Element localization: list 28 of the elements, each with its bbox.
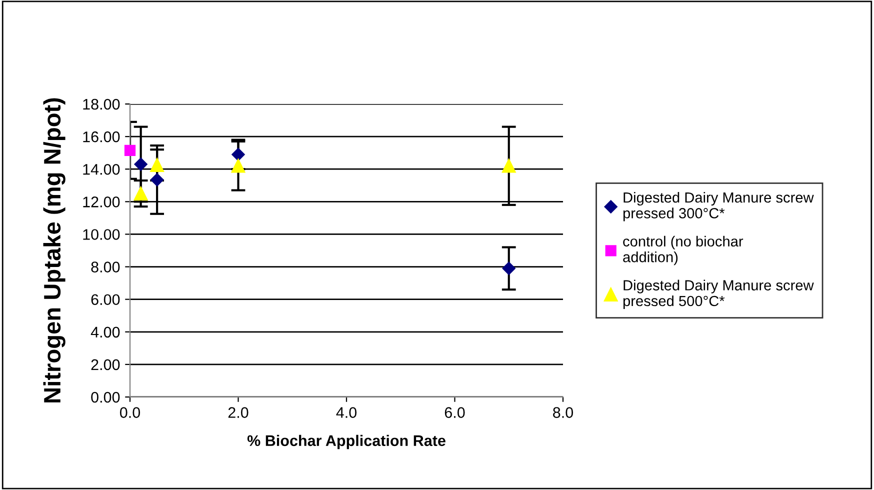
y-tick-label: 14.00 [83, 164, 120, 175]
point [124, 144, 136, 156]
legend-label: Digested Dairy Manure screw pressed 500°C* [623, 280, 814, 310]
y-tick-label: 18.00 [83, 98, 120, 110]
point [232, 148, 245, 162]
y-tick-label: 2.00 [91, 359, 120, 370]
x-tick-label: 4.0 [336, 407, 357, 418]
legend-label: control (no biochar addition) [623, 236, 744, 266]
x-tick-label: 6.0 [444, 407, 465, 418]
point [502, 262, 516, 275]
point [502, 158, 516, 173]
point [134, 186, 148, 200]
legend-label: Digested Dairy Manure screw pressed 300°C* [623, 192, 814, 222]
y-tick-label: 6.00 [91, 294, 120, 306]
point [134, 158, 148, 171]
y-tick-label: 0.00 [91, 392, 120, 403]
y-tick-label: 12.00 [83, 196, 120, 208]
y-tick-label: 8.00 [91, 262, 120, 272]
x-tick-label: 2.0 [228, 407, 248, 418]
y-tick-label: 4.00 [90, 326, 120, 338]
x-tick-label: 8.0 [553, 407, 574, 418]
point [231, 158, 246, 173]
y-tick-label: 10.00 [83, 229, 120, 240]
x-tick-label: 0.0 [120, 407, 140, 418]
x-axis-title: % Biochar Application Rate [247, 434, 446, 450]
y-tick-label: 16.00 [83, 131, 120, 142]
y-axis-title: Nitrogen Uptake (mg N/pot) [43, 98, 66, 402]
point [150, 158, 164, 172]
